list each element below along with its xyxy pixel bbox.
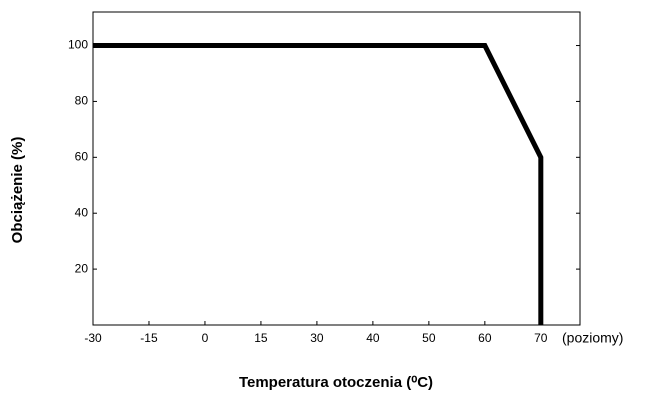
y-axis-label: Obciążenie (%) (9, 137, 26, 244)
x-tick-label: 30 (310, 331, 324, 345)
x-tick-label: 40 (366, 331, 380, 345)
x-tick-label: 0 (202, 331, 209, 345)
x-tick-label: -30 (84, 331, 102, 345)
y-tick-label: 40 (75, 205, 89, 219)
x-tick-label: -15 (140, 331, 158, 345)
plot-frame (92, 11, 581, 326)
y-tick-label: 60 (75, 149, 89, 163)
x-tick-label: 50 (422, 331, 436, 345)
x-annotation: (poziomy) (562, 330, 623, 346)
line-series (93, 43, 544, 325)
x-tick-label: 15 (254, 331, 268, 345)
y-tick-label: 100 (68, 38, 88, 52)
x-tick-label: 70 (534, 331, 548, 345)
y-tick-label: 80 (75, 94, 89, 108)
x-axis-label: Temperatura otoczenia (⁰C) (239, 374, 433, 391)
y-tick-label: 20 (75, 261, 89, 275)
x-tick-label: 60 (478, 331, 492, 345)
